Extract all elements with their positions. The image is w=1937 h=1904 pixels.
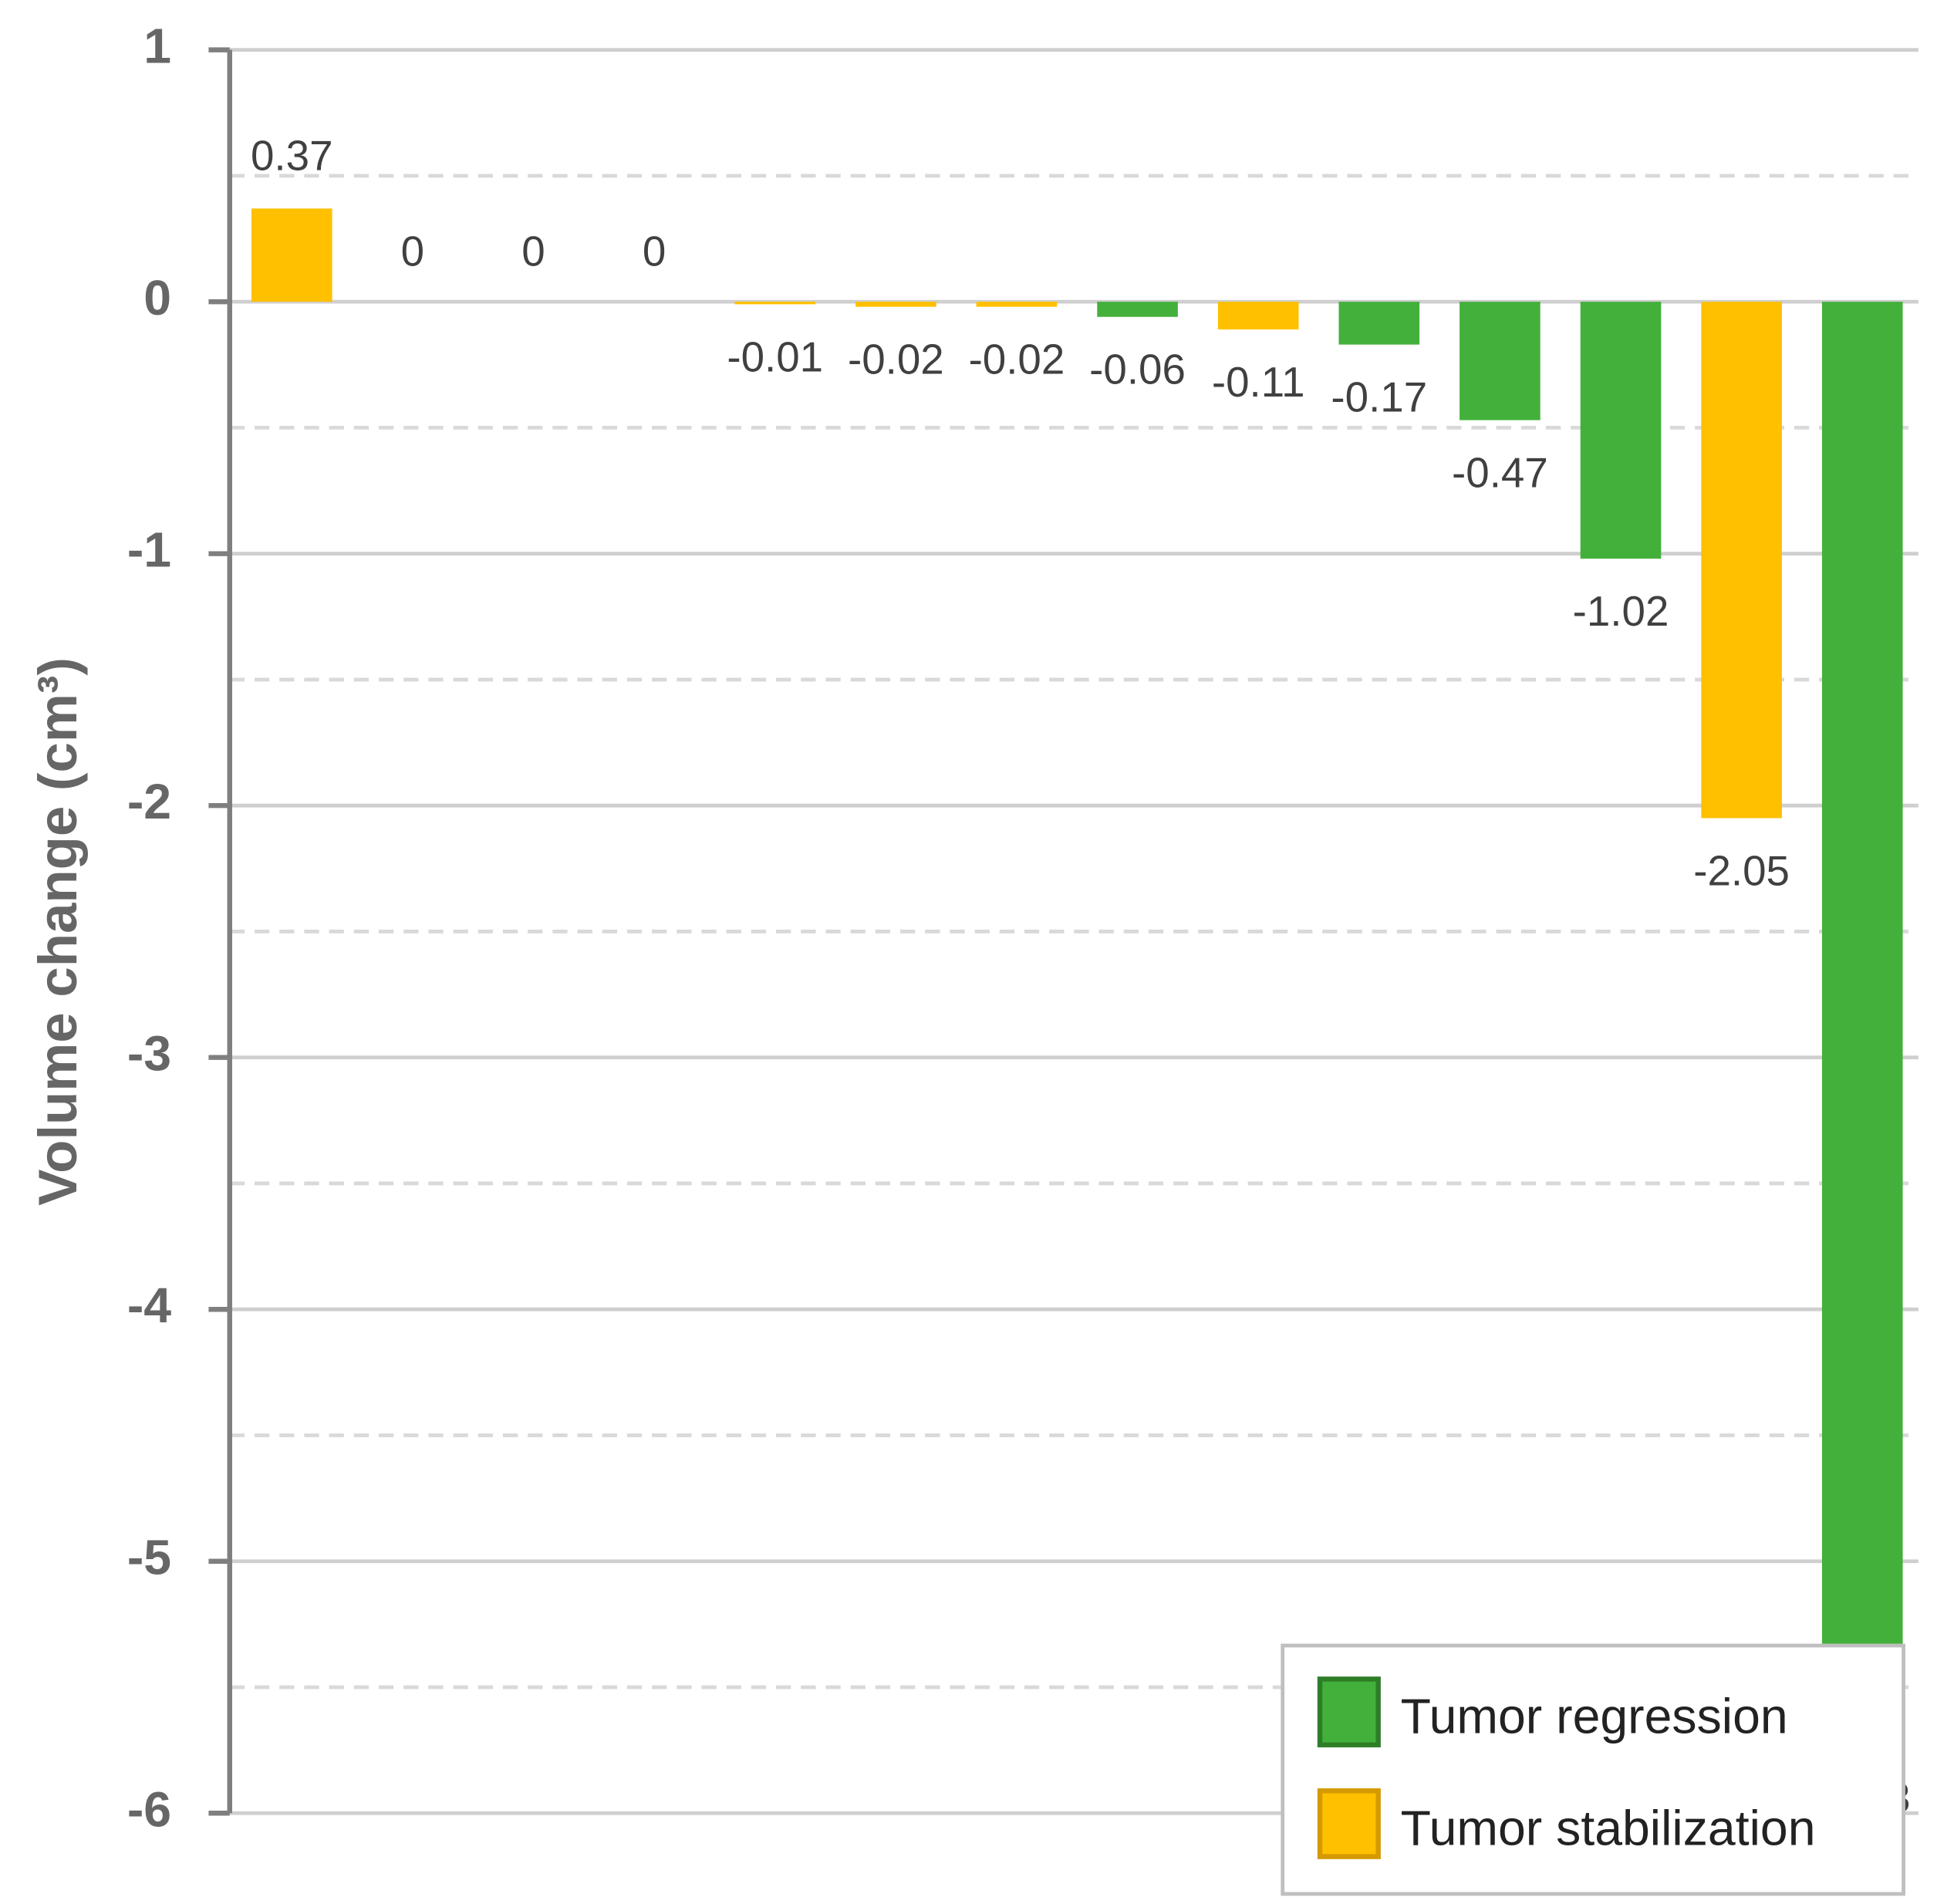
value-label: 0.37 [251, 131, 333, 179]
legend-label: Tumor stabilization [1401, 1800, 1816, 1855]
value-label: 0 [521, 227, 545, 275]
y-tick-label: -6 [127, 1781, 171, 1837]
legend-swatch [1317, 1676, 1381, 1747]
legend-label: Tumor regression [1401, 1689, 1788, 1744]
y-axis-title: Volume change (cm³) [28, 657, 89, 1206]
bar [855, 302, 936, 307]
bar [734, 302, 816, 305]
legend-swatch [1317, 1788, 1381, 1859]
bar [1580, 302, 1662, 559]
y-tick-label: -2 [127, 774, 171, 829]
y-tick-label: -5 [127, 1530, 171, 1585]
value-label: 0 [401, 227, 424, 275]
bar [1097, 302, 1178, 317]
value-label: -1.02 [1573, 587, 1669, 635]
value-label: -0.11 [1212, 358, 1305, 406]
bar [251, 208, 332, 302]
legend-box [1281, 1643, 1905, 1896]
y-tick-label: -4 [127, 1278, 171, 1333]
bar [1821, 302, 1903, 1746]
value-label: 0 [643, 227, 666, 275]
bar [1701, 302, 1782, 819]
y-tick-label: 0 [143, 270, 171, 326]
value-label: -0.06 [1089, 346, 1186, 393]
value-label: -0.02 [969, 336, 1065, 383]
value-label: -0.17 [1331, 373, 1427, 421]
y-tick-label: -3 [127, 1026, 171, 1082]
y-tick-label: 1 [143, 19, 171, 74]
value-label: -0.02 [848, 336, 944, 383]
bar [1338, 302, 1420, 345]
value-label: -2.05 [1693, 846, 1790, 894]
bar [1217, 302, 1299, 330]
bar [976, 302, 1058, 307]
bar [1459, 302, 1540, 420]
value-label: -0.47 [1452, 448, 1548, 496]
value-label: -0.01 [727, 333, 823, 380]
y-tick-label: -1 [127, 522, 171, 578]
